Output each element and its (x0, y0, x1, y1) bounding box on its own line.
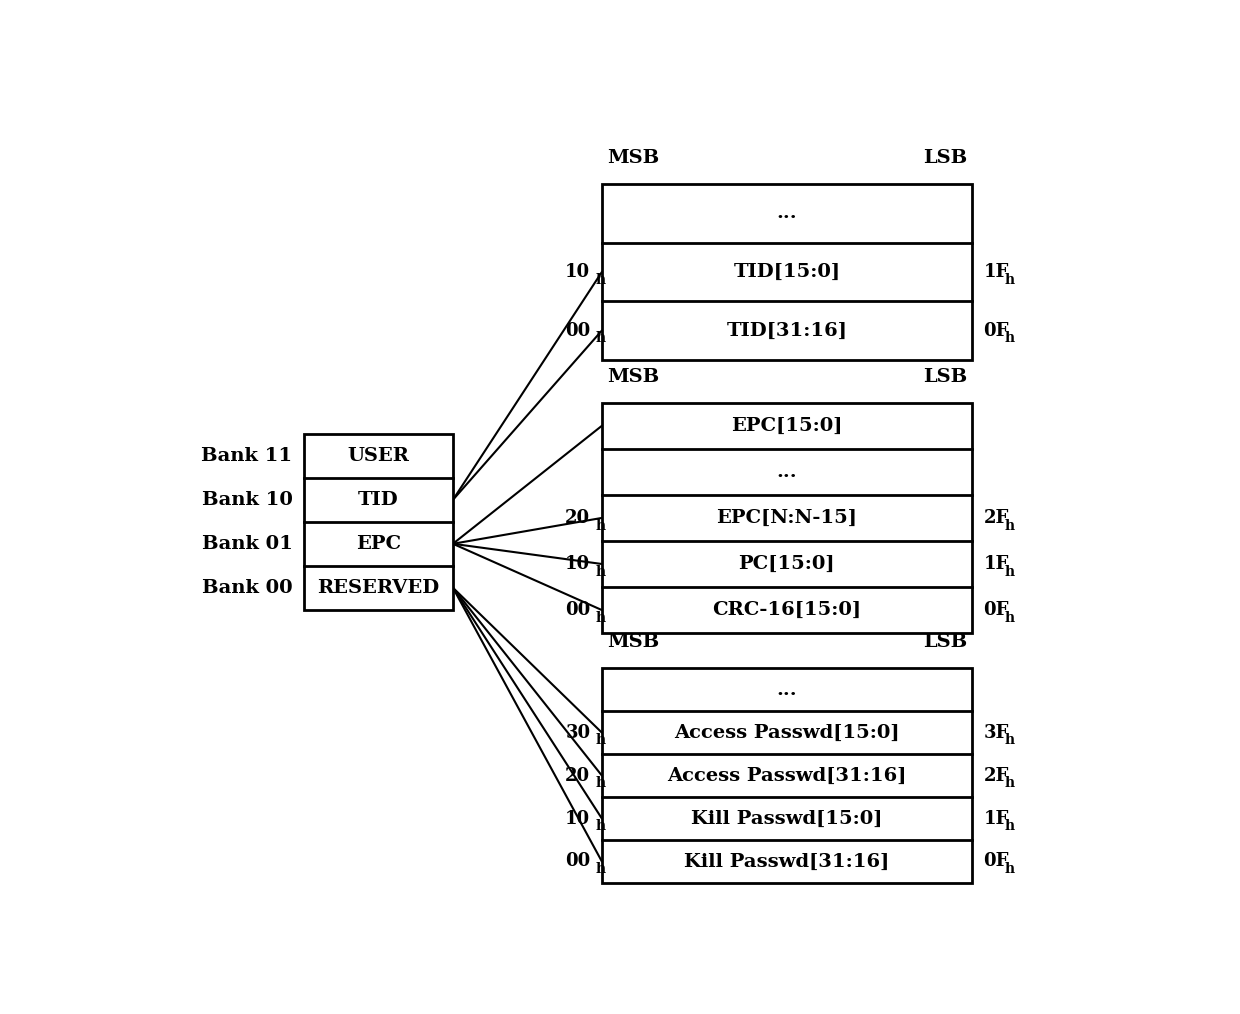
Text: LSB: LSB (923, 149, 967, 167)
Text: CRC-16[15:0]: CRC-16[15:0] (712, 601, 862, 620)
Text: h: h (595, 777, 605, 790)
Text: ...: ... (776, 680, 797, 699)
Text: 0F: 0F (983, 321, 1009, 340)
Text: h: h (595, 332, 605, 346)
Text: PC[15:0]: PC[15:0] (739, 555, 836, 573)
Text: Access Passwd[15:0]: Access Passwd[15:0] (675, 724, 900, 741)
Text: Bank 10: Bank 10 (202, 491, 293, 509)
Text: TID[15:0]: TID[15:0] (733, 263, 841, 281)
Text: h: h (595, 519, 605, 532)
Text: 20: 20 (565, 767, 590, 785)
Bar (601, 668, 972, 883)
Text: EPC[15:0]: EPC[15:0] (732, 417, 843, 435)
Text: Bank 11: Bank 11 (201, 447, 293, 465)
Text: Kill Passwd[15:0]: Kill Passwd[15:0] (691, 809, 883, 827)
Text: EPC[N:N-15]: EPC[N:N-15] (717, 509, 857, 527)
Text: 00: 00 (565, 601, 590, 620)
Text: TID: TID (358, 491, 399, 509)
Text: Kill Passwd[31:16]: Kill Passwd[31:16] (684, 853, 889, 870)
Text: h: h (1004, 819, 1014, 834)
Text: 2F: 2F (983, 509, 1009, 527)
Text: 10: 10 (565, 809, 590, 827)
Text: h: h (595, 862, 605, 876)
Text: 3F: 3F (983, 724, 1009, 741)
Text: TID[31:16]: TID[31:16] (727, 321, 847, 340)
Text: h: h (595, 610, 605, 625)
Text: MSB: MSB (606, 368, 658, 385)
Text: 2F: 2F (983, 767, 1009, 785)
Text: h: h (1004, 332, 1014, 346)
Text: Access Passwd[31:16]: Access Passwd[31:16] (667, 767, 906, 785)
Text: ...: ... (776, 462, 797, 481)
Text: 10: 10 (565, 263, 590, 281)
Text: MSB: MSB (606, 633, 658, 651)
Text: h: h (1004, 519, 1014, 532)
Text: 30: 30 (565, 724, 590, 741)
Bar (601, 185, 972, 360)
Bar (601, 403, 972, 633)
Text: 0F: 0F (983, 601, 1009, 620)
Text: 10: 10 (565, 555, 590, 573)
Text: 1F: 1F (983, 555, 1009, 573)
Text: ...: ... (776, 205, 797, 222)
Text: 20: 20 (565, 509, 590, 527)
Text: h: h (1004, 777, 1014, 790)
Text: 1F: 1F (983, 809, 1009, 827)
Text: EPC: EPC (356, 534, 401, 553)
Text: h: h (595, 819, 605, 834)
Text: LSB: LSB (923, 368, 967, 385)
Text: 0F: 0F (983, 853, 1009, 870)
Text: h: h (595, 733, 605, 747)
Text: USER: USER (347, 447, 409, 465)
Text: LSB: LSB (923, 633, 967, 651)
Text: h: h (595, 565, 605, 579)
Text: h: h (1004, 565, 1014, 579)
Text: 00: 00 (565, 853, 590, 870)
Text: RESERVED: RESERVED (317, 579, 439, 596)
Text: h: h (1004, 862, 1014, 876)
Text: 1F: 1F (983, 263, 1009, 281)
Text: 00: 00 (565, 321, 590, 340)
Text: h: h (1004, 733, 1014, 747)
Text: h: h (1004, 273, 1014, 287)
Text: Bank 01: Bank 01 (202, 534, 293, 553)
Bar (304, 434, 453, 609)
Text: Bank 00: Bank 00 (202, 579, 293, 596)
Text: h: h (595, 273, 605, 287)
Text: MSB: MSB (606, 149, 658, 167)
Text: h: h (1004, 610, 1014, 625)
